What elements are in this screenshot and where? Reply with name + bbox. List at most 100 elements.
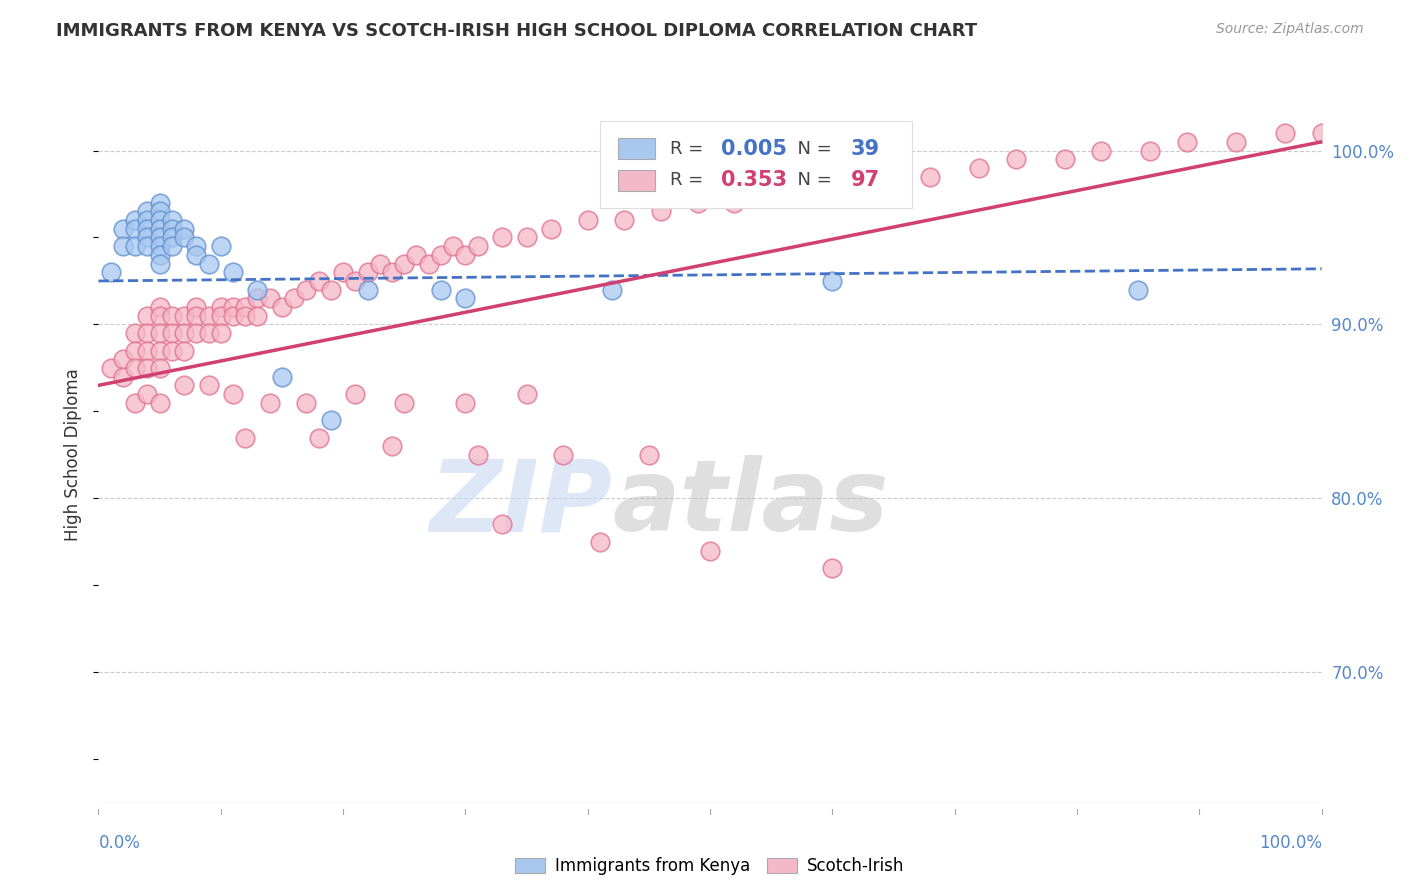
Point [920,169,942,184]
Point [136,213,159,227]
Text: ZIP: ZIP [429,455,612,552]
Point [149,204,172,219]
Point [430,248,453,262]
Point [454,291,477,305]
Point [124,360,146,375]
Point [149,248,172,262]
FancyBboxPatch shape [619,169,655,191]
Point [246,283,269,297]
Point [368,256,391,270]
Point [405,248,427,262]
Point [160,309,183,323]
Point [100,360,122,375]
Point [418,256,440,270]
Point [186,300,208,314]
Text: 0.353: 0.353 [721,170,787,190]
Point [319,413,342,427]
Text: 97: 97 [851,170,880,190]
Point [124,343,146,358]
Point [1139,144,1161,158]
Text: 39: 39 [851,139,880,159]
Point [467,448,489,462]
Point [160,239,183,253]
Point [186,248,208,262]
Point [686,195,709,210]
Point [209,326,232,340]
Point [761,187,783,202]
Point [1090,144,1112,158]
Point [797,187,820,202]
Point [381,439,404,453]
FancyBboxPatch shape [600,121,912,208]
Text: R =: R = [669,140,709,158]
Point [136,230,159,244]
Point [124,239,146,253]
Point [160,230,183,244]
Point [136,309,159,323]
Point [381,265,404,279]
Point [149,326,172,340]
Point [197,256,219,270]
Point [491,517,513,532]
Point [222,387,245,401]
Point [600,283,623,297]
Point [100,265,122,279]
Point [136,360,159,375]
Point [392,256,416,270]
Text: 0.0%: 0.0% [98,834,141,852]
Point [613,213,636,227]
Point [124,213,146,227]
Point [233,309,256,323]
Point [160,343,183,358]
Point [149,360,172,375]
Point [356,265,378,279]
Text: N =: N = [786,171,838,189]
Point [149,309,172,323]
Point [441,239,464,253]
Point [515,387,537,401]
Point [173,378,195,392]
Point [392,395,416,409]
Point [222,265,245,279]
Point [197,309,219,323]
Point [246,291,269,305]
Point [821,561,844,575]
Point [344,274,367,288]
Y-axis label: High School Diploma: High School Diploma [65,368,83,541]
Point [233,300,256,314]
Point [136,239,159,253]
Point [209,309,232,323]
Point [136,387,159,401]
Text: 0.005: 0.005 [721,139,787,159]
Point [344,387,367,401]
Point [149,395,172,409]
Point [186,326,208,340]
Point [883,169,905,184]
Point [246,309,269,323]
Point [259,395,281,409]
Text: N =: N = [786,140,838,158]
Point [136,326,159,340]
Point [173,309,195,323]
Point [270,369,294,384]
Text: R =: R = [669,171,709,189]
Point [222,300,245,314]
Text: atlas: atlas [612,455,889,552]
Point [467,239,489,253]
Point [160,222,183,236]
Text: 100.0%: 100.0% [1258,834,1322,852]
Point [209,300,232,314]
Point [173,230,195,244]
Point [332,265,354,279]
Point [186,239,208,253]
Point [149,343,172,358]
Point [111,239,134,253]
Point [723,195,745,210]
Point [553,448,575,462]
Point [1128,283,1150,297]
Point [1004,152,1026,166]
Point [283,291,305,305]
Point [197,326,219,340]
Point [308,274,330,288]
Point [540,222,562,236]
